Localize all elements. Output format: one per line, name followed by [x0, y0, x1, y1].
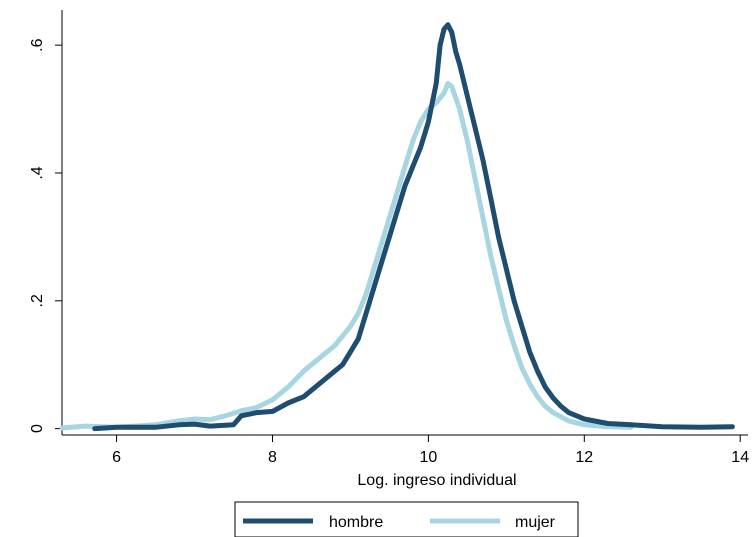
- y-tick-label: 0: [29, 424, 46, 433]
- x-tick-label: 10: [419, 449, 437, 466]
- y-tick-label: .2: [29, 294, 46, 307]
- y-tick-label: .6: [29, 38, 46, 51]
- y-axis-ticks: 0 .2 .4 .6: [29, 38, 62, 433]
- series-lines: [59, 22, 735, 432]
- legend-label-hombre: hombre: [329, 514, 383, 531]
- x-tick-label: 14: [731, 449, 749, 466]
- x-tick-label: 8: [268, 449, 277, 466]
- legend: hombre mujer: [234, 501, 579, 537]
- x-tick-label: 12: [575, 449, 593, 466]
- y-tick-label: .4: [29, 166, 46, 179]
- legend-label-mujer: mujer: [515, 514, 556, 531]
- x-axis-title: Log. ingreso individual: [357, 472, 516, 489]
- plot-area: [62, 10, 748, 435]
- series-line-hombre: [92, 22, 735, 432]
- series-line-mujer: [59, 81, 634, 431]
- x-tick-label: 6: [112, 449, 121, 466]
- x-axis-ticks: 6 8 10 12 14: [112, 435, 749, 466]
